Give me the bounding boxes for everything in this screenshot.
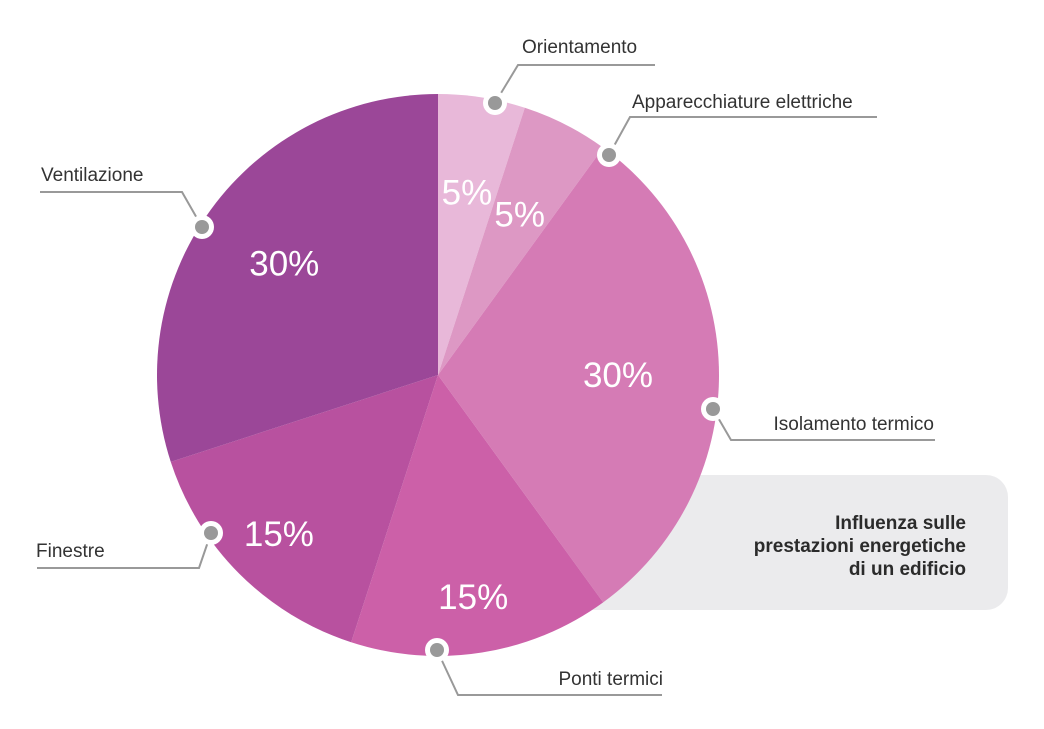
slice-value-label: 30% — [583, 356, 653, 395]
marker-dot — [195, 220, 209, 234]
category-label-finestre: Finestre — [36, 541, 105, 562]
caption-line-3: di un edificio — [848, 559, 966, 580]
leader-line — [494, 64, 655, 104]
marker-dot — [706, 402, 720, 416]
slice-value-label: 15% — [438, 578, 508, 617]
marker-dot — [204, 526, 218, 540]
slice-value-label: 5% — [494, 196, 545, 235]
leader-line — [37, 532, 212, 569]
category-label-ventilazione: Ventilazione — [41, 165, 143, 186]
category-label-isolamento-termico: Isolamento termico — [773, 414, 934, 435]
marker-dot — [488, 96, 502, 110]
slice-value-label: 30% — [249, 244, 319, 283]
marker-dot — [602, 148, 616, 162]
pie-slice-orientamento — [438, 94, 525, 375]
pie-slice-ventilazione — [156, 94, 438, 462]
pie-slice-ponti-termici — [351, 375, 604, 656]
pie-slice-finestre — [170, 375, 438, 643]
category-label-apparecchiature-elettriche: Apparecchiature elettriche — [632, 92, 853, 113]
pie-slice-apparecchiature-elettriche — [438, 107, 604, 376]
chart-caption: Influenza sulle prestazioni energetiche … — [666, 512, 966, 581]
pie-slice-isolamento-termico — [438, 147, 720, 603]
category-label-orientamento: Orientamento — [522, 37, 637, 58]
slice-value-label: 15% — [244, 515, 314, 554]
leader-line — [40, 191, 203, 228]
leader-line — [608, 116, 877, 156]
caption-line-2: prestazioni energetiche — [753, 536, 966, 557]
leader-line — [436, 649, 662, 696]
marker-dot — [430, 643, 444, 657]
category-label-ponti-termici: Ponti termici — [558, 669, 663, 690]
slice-value-label: 5% — [442, 173, 493, 212]
caption-line-1: Influenza sulle — [835, 513, 966, 534]
